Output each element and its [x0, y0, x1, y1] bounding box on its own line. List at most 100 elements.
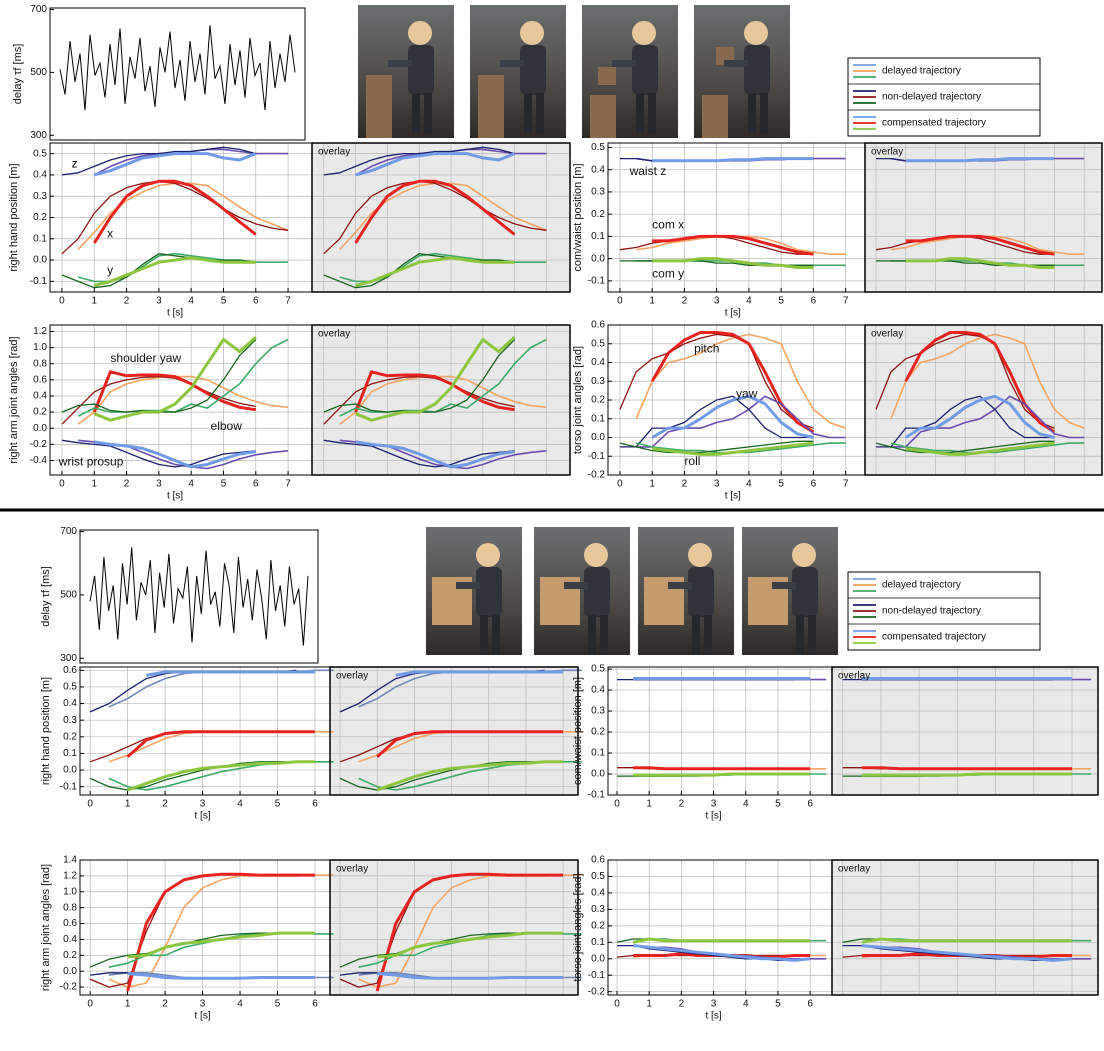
y-tick-label: 0.3	[591, 376, 605, 387]
y-tick-label: -0.1	[588, 451, 606, 462]
y-tick-label: 0.5	[63, 682, 77, 693]
annotation: com x	[652, 217, 684, 231]
series-line	[861, 772, 1072, 777]
y-tick-label: -0.1	[588, 790, 606, 801]
y-tick-label: 0.5	[591, 871, 605, 882]
series-line	[92, 370, 257, 413]
series-line	[354, 370, 515, 413]
series-line	[93, 256, 256, 288]
y-tick-label: 0.4	[591, 685, 605, 696]
annotation: waist z	[629, 164, 667, 178]
series-line	[905, 257, 1055, 269]
x-tick-label: 6	[811, 479, 817, 490]
legend-label: delayed trajectory	[882, 66, 961, 77]
y-tick-label: 0.4	[63, 698, 77, 709]
x-tick-label: 5	[778, 479, 784, 490]
y-tick-label: 0.1	[591, 937, 605, 948]
annotation: wrist prosup	[58, 454, 124, 468]
x-tick-label: 4	[746, 479, 752, 490]
series-line	[905, 157, 1055, 163]
x-tick-label: 2	[679, 799, 685, 810]
series-line	[61, 180, 289, 255]
overlay-frame	[831, 859, 1099, 996]
x-tick-label: 3	[156, 296, 162, 307]
photos-top	[358, 5, 790, 138]
y-tick-label: 0.0	[63, 966, 77, 977]
y-axis-label: right arm joint angles [rad]	[8, 336, 20, 463]
y-tick-label: 300	[60, 653, 77, 664]
legend-label: compensated trajectory	[882, 632, 986, 643]
y-tick-label: 1.2	[33, 326, 47, 337]
series-line	[861, 766, 1072, 771]
x-axis-label: t [s]	[706, 811, 722, 822]
photo	[638, 527, 734, 655]
annotation: com y	[652, 266, 684, 280]
x-tick-label: 0	[614, 999, 620, 1010]
y-tick-label: 0.0	[591, 953, 605, 964]
y-tick-label: -0.2	[588, 470, 606, 481]
annotation: elbow	[211, 419, 243, 433]
overlay-label: overlay	[318, 147, 350, 158]
y-tick-label: 500	[60, 590, 77, 601]
annotation: x	[107, 227, 113, 241]
x-tick-label: 2	[124, 296, 130, 307]
overlay-frame	[831, 666, 1099, 796]
x-tick-label: 1	[646, 799, 652, 810]
y-axis-label: com/waist position [m]	[572, 677, 584, 785]
y-tick-label: 700	[30, 4, 47, 15]
series-line	[61, 375, 256, 425]
y-axis-label: delay τf [ms]	[12, 44, 24, 105]
x-axis-label: t [s]	[725, 308, 741, 319]
series-line	[652, 441, 814, 456]
series-line	[395, 670, 564, 677]
y-tick-label: 1.0	[63, 886, 77, 897]
x-tick-label: 1	[649, 296, 655, 307]
overlay-area	[865, 143, 1102, 292]
series-line	[652, 234, 814, 256]
y-tick-label: 0.2	[33, 212, 47, 223]
x-tick-label: 3	[200, 799, 206, 810]
series-line	[339, 761, 545, 791]
x-tick-label: 4	[743, 999, 749, 1010]
plot-area	[608, 860, 832, 995]
x-tick-label: 3	[156, 479, 162, 490]
series-line	[61, 439, 256, 468]
overlay-label: overlay	[336, 864, 368, 875]
series-line	[355, 152, 516, 177]
y-tick-label: 0.3	[591, 187, 605, 198]
y-tick-label: -0.2	[588, 986, 606, 997]
series-line	[126, 872, 315, 992]
y-tick-label: 0.0	[591, 253, 605, 264]
series-line	[323, 439, 515, 468]
x-axis-label: t [s]	[706, 1011, 722, 1022]
series-line	[905, 441, 1055, 456]
y-tick-label: 0.3	[63, 715, 77, 726]
x-tick-label: 1	[125, 999, 131, 1010]
delay-line	[89, 547, 309, 646]
delay-line	[59, 25, 296, 111]
x-tick-label: 2	[682, 296, 688, 307]
y-tick-label: 0.3	[591, 904, 605, 915]
x-tick-label: 5	[275, 799, 281, 810]
y-tick-label: 1.0	[33, 342, 47, 353]
series-line	[632, 944, 811, 962]
legend-box	[847, 571, 1041, 651]
y-axis-label: right hand position [m]	[40, 677, 52, 785]
y-tick-label: 0.0	[63, 765, 77, 776]
x-tick-label: 4	[237, 999, 243, 1010]
series-line	[651, 394, 814, 439]
series-line	[127, 760, 315, 792]
legend-label: non-delayed trajectory	[882, 606, 981, 617]
x-tick-label: 6	[811, 296, 817, 307]
x-tick-label: 3	[200, 999, 206, 1010]
y-axis-label: right arm joint angles [rad]	[40, 864, 52, 991]
x-tick-label: 6	[312, 799, 318, 810]
x-tick-label: 0	[59, 479, 65, 490]
series-line	[61, 146, 256, 176]
x-tick-label: 6	[253, 479, 259, 490]
overlay-frame	[329, 666, 579, 796]
series-line	[355, 440, 515, 469]
y-tick-label: 0.4	[591, 888, 605, 899]
x-tick-label: 4	[237, 799, 243, 810]
overlay-label: overlay	[318, 329, 350, 340]
